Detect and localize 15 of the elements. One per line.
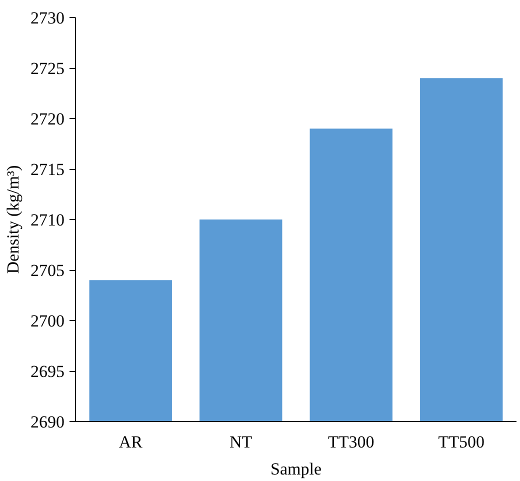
x-tick-label: TT500 bbox=[438, 432, 485, 452]
y-tick-label: 2690 bbox=[30, 412, 64, 432]
x-tick-label: TT300 bbox=[328, 432, 374, 452]
y-tick-label: 2725 bbox=[30, 59, 64, 78]
x-axis-title: Sample bbox=[270, 460, 322, 478]
y-tick-label: 2730 bbox=[30, 8, 64, 28]
y-tick-label: 2705 bbox=[30, 261, 64, 280]
y-tick-label: 2715 bbox=[30, 160, 64, 179]
y-tick-label: 2700 bbox=[30, 312, 64, 330]
y-tick-label: 2720 bbox=[30, 110, 64, 128]
y-axis-title: Density (kg/m³) bbox=[4, 165, 22, 274]
y-tick-label: 2695 bbox=[30, 362, 64, 381]
x-tick-label: AR bbox=[118, 432, 144, 452]
y-tick-label: 2710 bbox=[30, 210, 64, 230]
x-tick-label: NT bbox=[230, 432, 253, 452]
